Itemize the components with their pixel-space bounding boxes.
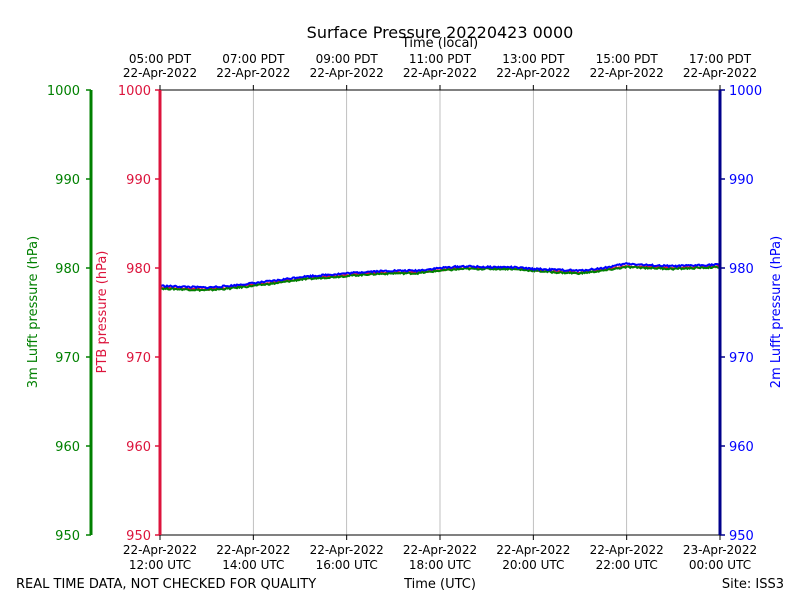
ptb-tick-label-5: 1000 [118, 84, 151, 99]
ptb-tick-label-3: 980 [126, 262, 151, 277]
left-inner-y-axis-label: PTB pressure (hPa) [95, 251, 110, 374]
gridlines [252, 90, 628, 535]
bottom-tick-date-2: 22-Apr-2022 [310, 543, 384, 557]
bottom-tick-date-4: 22-Apr-2022 [496, 543, 570, 557]
bottom-tick-time-6: 00:00 UTC [689, 558, 751, 572]
data-series [159, 262, 721, 292]
ptb-tick-label-4: 990 [126, 173, 151, 188]
top-tick-time-2: 09:00 PDT [316, 52, 379, 66]
quality-note: REAL TIME DATA, NOT CHECKED FOR QUALITY [16, 577, 316, 592]
top-tick-date-5: 22-Apr-2022 [590, 66, 664, 80]
right-tick-label-1: 960 [729, 440, 754, 455]
top-tick-date-0: 22-Apr-2022 [123, 66, 197, 80]
x-axis-label: Time (UTC) [403, 577, 476, 592]
chart-title: Surface Pressure 20220423 0000 [307, 23, 574, 42]
bottom-tick-time-3: 18:00 UTC [409, 558, 471, 572]
ptb-tick-label-0: 950 [126, 529, 151, 544]
series-line-2 [159, 262, 721, 290]
bottom-tick-date-1: 22-Apr-2022 [216, 543, 290, 557]
top-tick-time-4: 13:00 PDT [502, 52, 565, 66]
ptb-tick-label-2: 970 [126, 351, 151, 366]
top-tick-time-3: 11:00 PDT [409, 52, 472, 66]
y-axes-ticks: 950 950 950 960 960 960 970 970 970 980 980 980 990 9… [47, 84, 762, 544]
bottom-tick-date-3: 22-Apr-2022 [403, 543, 477, 557]
top-tick-time-0: 05:00 PDT [129, 52, 192, 66]
top-tick-time-5: 15:00 PDT [596, 52, 659, 66]
lufft3m-tick-label-0: 950 [55, 529, 80, 544]
lufft3m-tick-label-2: 970 [55, 351, 80, 366]
right-y-axis-label: 2m Lufft pressure (hPa) [769, 236, 784, 388]
top-x-axis-label: Time (local) [401, 36, 478, 51]
top-tick-date-6: 22-Apr-2022 [683, 66, 757, 80]
site-label: Site: ISS3 [722, 577, 784, 592]
lufft3m-tick-label-1: 960 [55, 440, 80, 455]
bottom-tick-date-5: 22-Apr-2022 [590, 543, 664, 557]
top-tick-time-1: 07:00 PDT [222, 52, 285, 66]
bottom-tick-time-4: 20:00 UTC [502, 558, 564, 572]
top-tick-time-6: 17:00 PDT [689, 52, 752, 66]
lufft3m-tick-label-3: 980 [55, 262, 80, 277]
bottom-tick-time-2: 16:00 UTC [316, 558, 378, 572]
left-outer-y-axis-label: 3m Lufft pressure (hPa) [26, 236, 41, 388]
bottom-tick-date-0: 22-Apr-2022 [123, 543, 197, 557]
bottom-tick-time-5: 22:00 UTC [596, 558, 658, 572]
right-tick-label-4: 990 [729, 173, 754, 188]
top-tick-date-1: 22-Apr-2022 [216, 66, 290, 80]
ptb-tick-label-1: 960 [126, 440, 151, 455]
right-tick-label-5: 1000 [729, 84, 762, 99]
bottom-tick-time-0: 12:00 UTC [129, 558, 191, 572]
series-line-1 [159, 265, 721, 292]
bottom-tick-time-1: 14:00 UTC [222, 558, 284, 572]
top-tick-date-4: 22-Apr-2022 [496, 66, 570, 80]
bottom-tick-date-6: 23-Apr-2022 [683, 543, 757, 557]
right-tick-label-2: 970 [729, 351, 754, 366]
top-tick-date-2: 22-Apr-2022 [310, 66, 384, 80]
lufft3m-tick-label-4: 990 [55, 173, 80, 188]
lufft3m-tick-label-5: 1000 [47, 84, 80, 99]
right-tick-label-3: 980 [729, 262, 754, 277]
right-tick-label-0: 950 [729, 529, 754, 544]
top-tick-date-3: 22-Apr-2022 [403, 66, 477, 80]
